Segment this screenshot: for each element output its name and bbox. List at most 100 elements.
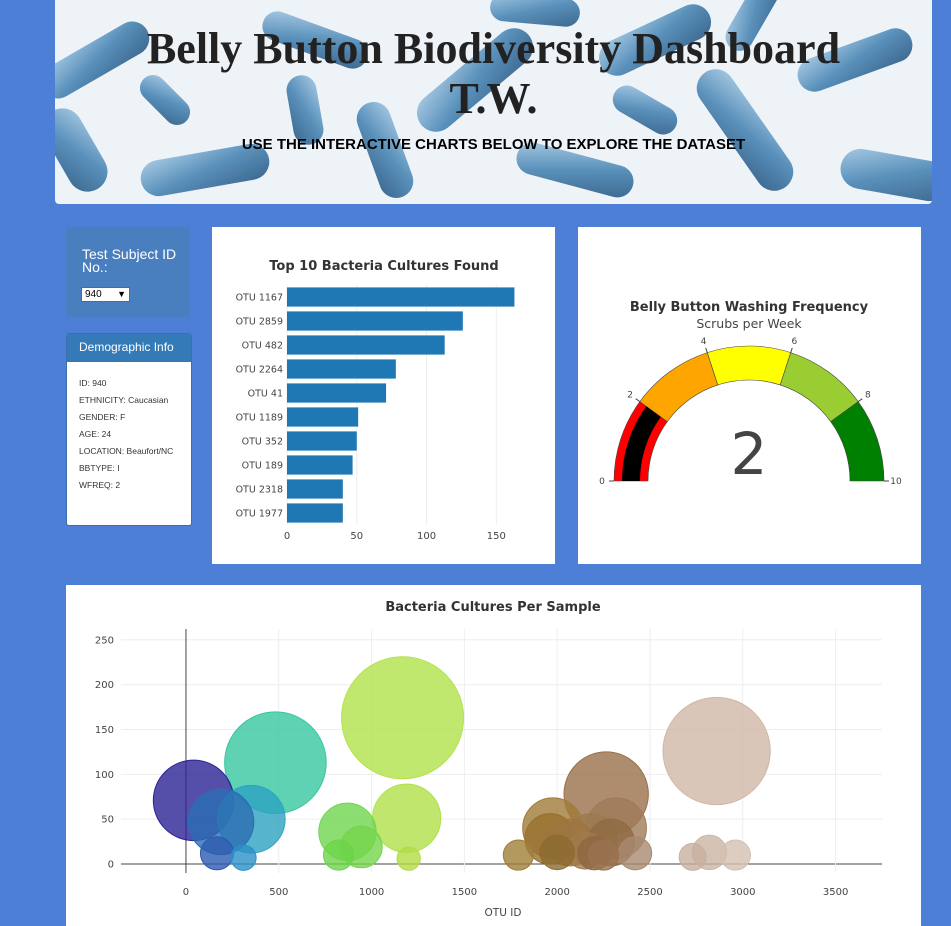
bar-y-tick-label: OTU 1167 [236,293,283,304]
gauge-tick-label: 2 [627,391,633,401]
bacteria-shape [516,142,634,198]
bar-x-tick-label: 50 [350,531,363,542]
bubble-point [587,839,620,871]
gauge-subtitle: Scrubs per Week [696,316,802,331]
bubble-y-tick-label: 100 [95,770,114,781]
bacteria-shape [139,74,191,126]
demographic-location: LOCATION: Beaufort/NC [79,446,174,456]
bar-y-tick-label: OTU 2318 [236,485,283,496]
bubble-point [396,846,421,871]
bar-chart-panel: Top 10 Bacteria Cultures Found 0 50 100 150 O… [212,227,555,564]
page-title: Belly Button Biodiversity Dashboard T.W. [55,24,932,124]
gauge-title: Belly Button Washing Frequency [630,300,869,315]
bar [287,431,357,451]
bar-y-tick-label: OTU 41 [248,389,283,400]
bacteria-shape [286,75,324,145]
bar-chart-title: Top 10 Bacteria Cultures Found [269,259,498,274]
bacteria-shape [840,148,932,202]
bar [287,383,387,403]
bar [287,311,463,331]
bubble-point [341,656,465,780]
gauge-tick [857,398,863,403]
gauge-tick [635,398,641,403]
bubble-chart-title: Bacteria Cultures Per Sample [385,600,601,615]
bubble-point [662,696,771,806]
gauge-step [706,345,792,386]
bacteria-shape [55,108,108,192]
gauge-tick-label: 0 [599,477,605,487]
bar [287,455,353,475]
gauge-step [830,401,885,482]
header-banner: Belly Button Biodiversity Dashboard T.W.… [55,0,932,204]
gauge-tick-label: 8 [865,391,871,401]
bubble-y-tick-label: 150 [95,725,114,736]
bubble-y-tick-label: 50 [101,815,114,826]
bacteria-shape [55,21,150,99]
bubble-x-tick-label: 1000 [359,887,384,898]
bubble-x-tick-label: 500 [269,887,288,898]
bubble-y-tick-label: 0 [108,860,114,871]
demographic-info-body: ID: 940 ETHNICITY: Caucasian GENDER: F A… [67,362,191,490]
bar-y-tick-label: OTU 2859 [236,317,283,328]
title-line-2: T.W. [449,74,538,123]
demographic-ethnicity: ETHNICITY: Caucasian [79,395,169,405]
bubble-x-tick-label: 1500 [452,887,477,898]
bubble-x-tick-label: 3500 [823,887,848,898]
demographic-gender: GENDER: F [79,412,126,422]
bar-y-tick-label: OTU 189 [242,461,283,472]
bacteria-shape [416,28,534,132]
bubble-x-tick-label: 2000 [544,887,569,898]
bar-y-tick-label: OTU 482 [242,341,283,352]
bubble-point [199,836,235,871]
bubble-point [372,783,442,853]
gauge-tick [790,347,793,353]
subject-id-value: 940 [85,289,102,300]
title-line-1: Belly Button Biodiversity Dashboard [146,24,841,73]
bacteria-shape [797,28,913,92]
bubble-point [322,839,355,871]
bubble-point [539,834,575,871]
bubble-y-tick-label: 250 [95,635,114,646]
bar-y-tick-label: OTU 1977 [236,509,283,520]
subject-selector-well: Test Subject ID No.: 940 ▼ [66,227,190,317]
bubble-chart[interactable]: Bacteria Cultures Per Sample 0 50 100 150 200… [66,585,921,926]
subject-selector-label: Test Subject ID No.: [82,246,177,275]
bar [287,503,343,523]
bubble-x-tick-label: 0 [183,887,189,898]
bacteria-shape [612,85,678,135]
demographic-info-panel: Demographic Info ID: 940 ETHNICITY: Cauc… [66,333,192,526]
bubble-x-tick-label: 3000 [730,887,755,898]
bacteria-shape [356,101,414,199]
bubble-point [502,839,534,871]
gauge-tick-label: 4 [701,337,707,347]
bar-x-tick-label: 100 [417,531,436,542]
demographic-id: ID: 940 [79,378,107,388]
gauge-tick-label: 10 [890,477,902,487]
subject-id-select[interactable]: 940 ▼ [81,287,130,302]
bar [287,479,343,499]
bar [287,407,359,427]
gauge-tick-label: 6 [792,337,798,347]
bubble-y-tick-label: 200 [95,680,114,691]
bubble-x-tick-label: 2500 [637,887,662,898]
bacteria-shape [725,0,785,51]
gauge-value-number: 2 [731,420,768,488]
bubble-point [618,836,653,871]
bar-y-tick-label: OTU 1189 [236,413,283,424]
bar [287,287,515,307]
gauge-chart-panel: Belly Button Washing Frequency Scrubs per… [578,227,921,564]
bar-chart[interactable]: Top 10 Bacteria Cultures Found 0 50 100 150 O… [212,227,555,564]
bacteria-shape [262,11,368,69]
bar-y-tick-label: OTU 2264 [236,365,283,376]
bar [287,359,396,379]
bacteria-shape [140,143,270,197]
demographic-wfreq: WFREQ: 2 [79,480,121,490]
bubble-point [719,839,751,871]
bubble-chart-panel: Bacteria Cultures Per Sample 0 50 100 150 200… [66,585,921,926]
bubble-point [230,844,257,871]
bubble-x-axis-label: OTU ID [485,907,522,919]
demographic-info-title: Demographic Info [67,334,191,362]
bar [287,335,445,355]
gauge-tick [705,347,708,353]
